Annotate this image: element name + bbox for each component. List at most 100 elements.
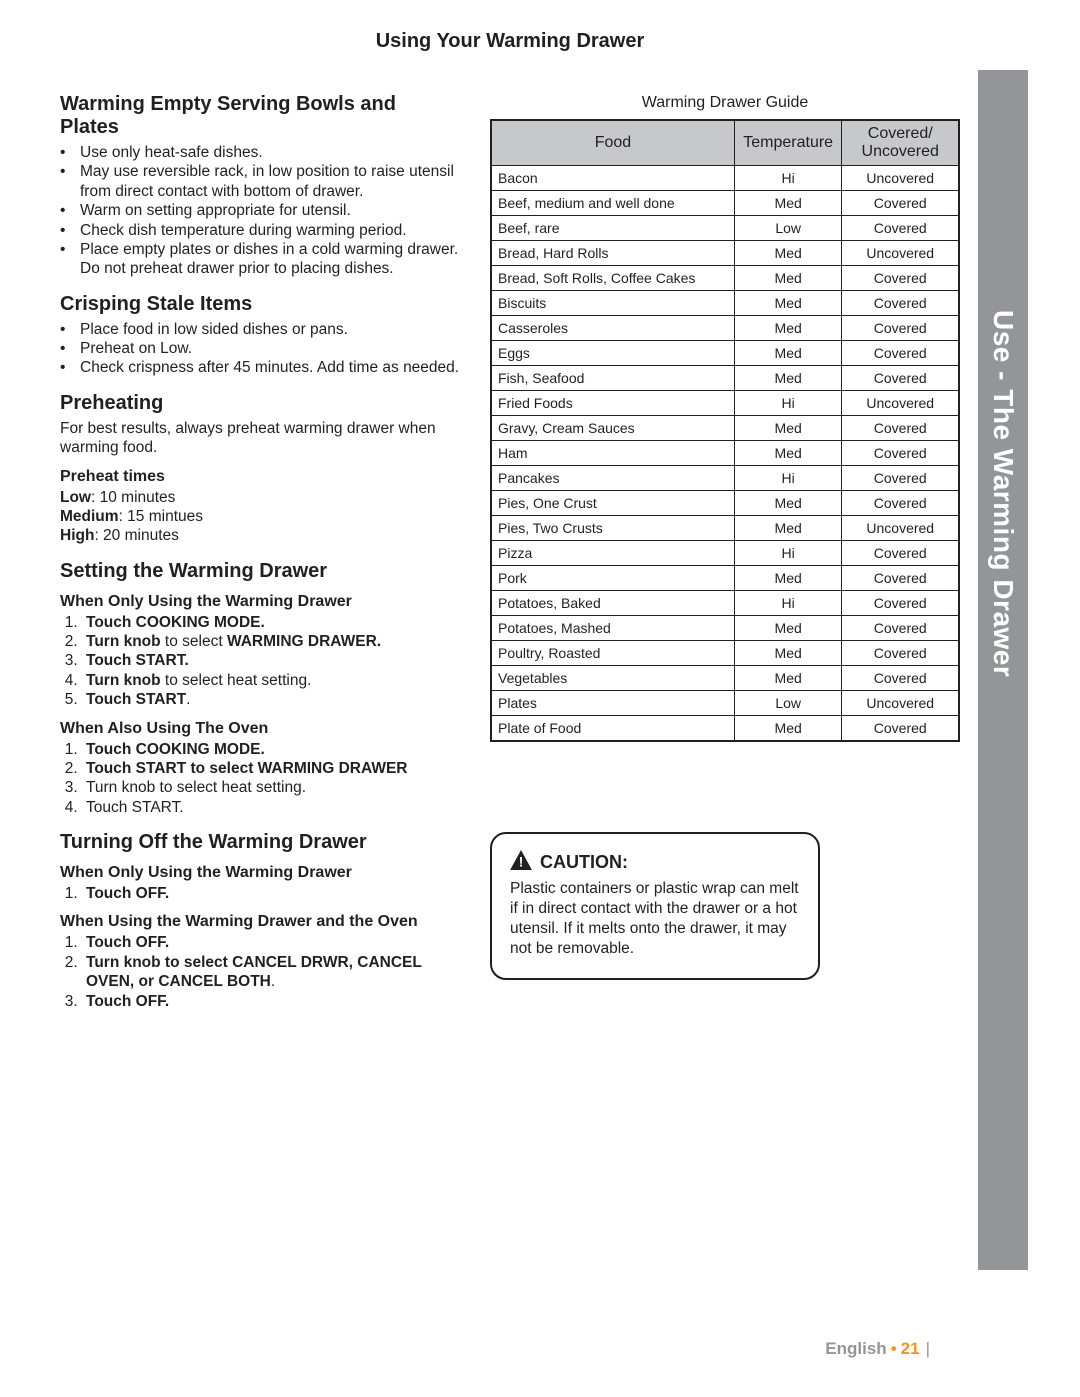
setting-sub1-steps: Touch COOKING MODE.Turn knob to select W… bbox=[60, 613, 460, 710]
bowls-list: Use only heat-safe dishes.May use revers… bbox=[60, 143, 460, 279]
list-item: Check crispness after 45 minutes. Add ti… bbox=[60, 358, 460, 377]
warming-guide-table: FoodTemperatureCovered/ Uncovered BaconH… bbox=[490, 119, 960, 742]
table-cell: Covered bbox=[842, 441, 959, 466]
guide-col-header: Covered/ Uncovered bbox=[842, 120, 959, 166]
table-cell: Pies, One Crust bbox=[491, 491, 734, 516]
table-cell: Uncovered bbox=[842, 391, 959, 416]
heading-turnoff: Turning Off the Warming Drawer bbox=[60, 831, 460, 854]
list-item: Preheat on Low. bbox=[60, 339, 460, 358]
table-row: BiscuitsMedCovered bbox=[491, 291, 959, 316]
table-row: Potatoes, MashedMedCovered bbox=[491, 616, 959, 641]
table-cell: Med bbox=[734, 666, 842, 691]
table-cell: Med bbox=[734, 516, 842, 541]
table-cell: Poultry, Roasted bbox=[491, 641, 734, 666]
table-cell: Eggs bbox=[491, 341, 734, 366]
heading-setting: Setting the Warming Drawer bbox=[60, 560, 460, 583]
turnoff-sub2-steps: Touch OFF.Turn knob to select CANCEL DRW… bbox=[60, 933, 460, 1011]
svg-text:!: ! bbox=[519, 854, 524, 869]
table-row: Pies, One CrustMedCovered bbox=[491, 491, 959, 516]
footer: English•21| bbox=[0, 1339, 1080, 1359]
list-item: Check dish temperature during warming pe… bbox=[60, 221, 460, 240]
footer-page: 21 bbox=[901, 1339, 920, 1358]
guide-title: Warming Drawer Guide bbox=[490, 93, 960, 113]
preheat-time-line: Low: 10 minutes bbox=[60, 488, 460, 507]
step-item: Touch OFF. bbox=[82, 933, 460, 952]
table-cell: Med bbox=[734, 191, 842, 216]
table-cell: Vegetables bbox=[491, 666, 734, 691]
table-cell: Potatoes, Baked bbox=[491, 591, 734, 616]
step-item: Touch OFF. bbox=[82, 884, 460, 903]
preheat-times-heading: Preheat times bbox=[60, 468, 460, 486]
table-row: Bread, Hard RollsMedUncovered bbox=[491, 241, 959, 266]
table-cell: Hi bbox=[734, 541, 842, 566]
table-cell: Covered bbox=[842, 491, 959, 516]
table-row: PorkMedCovered bbox=[491, 566, 959, 591]
table-cell: Beef, medium and well done bbox=[491, 191, 734, 216]
table-row: Gravy, Cream SaucesMedCovered bbox=[491, 416, 959, 441]
table-cell: Uncovered bbox=[842, 166, 959, 191]
heading-bowls: Warming Empty Serving Bowls and Plates bbox=[60, 93, 460, 139]
table-cell: Covered bbox=[842, 291, 959, 316]
step-item: Touch OFF. bbox=[82, 992, 460, 1011]
table-cell: Bacon bbox=[491, 166, 734, 191]
table-row: Beef, rareLowCovered bbox=[491, 216, 959, 241]
table-cell: Med bbox=[734, 341, 842, 366]
step-item: Turn knob to select heat setting. bbox=[82, 671, 460, 690]
table-cell: Hi bbox=[734, 591, 842, 616]
table-cell: Covered bbox=[842, 616, 959, 641]
table-cell: Covered bbox=[842, 566, 959, 591]
table-cell: Med bbox=[734, 491, 842, 516]
table-row: Poultry, RoastedMedCovered bbox=[491, 641, 959, 666]
table-cell: Covered bbox=[842, 641, 959, 666]
table-cell: Ham bbox=[491, 441, 734, 466]
table-row: Beef, medium and well doneMedCovered bbox=[491, 191, 959, 216]
setting-sub1-heading: When Only Using the Warming Drawer bbox=[60, 593, 460, 611]
caution-body: Plastic containers or plastic wrap can m… bbox=[510, 879, 800, 960]
list-item: Use only heat-safe dishes. bbox=[60, 143, 460, 162]
table-cell: Covered bbox=[842, 416, 959, 441]
table-cell: Med bbox=[734, 366, 842, 391]
table-cell: Plate of Food bbox=[491, 716, 734, 742]
list-item: Place food in low sided dishes or pans. bbox=[60, 320, 460, 339]
table-cell: Med bbox=[734, 316, 842, 341]
crisping-list: Place food in low sided dishes or pans.P… bbox=[60, 320, 460, 378]
table-cell: Bread, Hard Rolls bbox=[491, 241, 734, 266]
caution-box: ! CAUTION: Plastic containers or plastic… bbox=[490, 832, 820, 980]
table-cell: Med bbox=[734, 291, 842, 316]
footer-language: English bbox=[825, 1339, 886, 1358]
table-cell: Med bbox=[734, 441, 842, 466]
table-cell: Covered bbox=[842, 266, 959, 291]
page-title: Using Your Warming Drawer bbox=[60, 30, 960, 53]
table-cell: Covered bbox=[842, 316, 959, 341]
table-cell: Pork bbox=[491, 566, 734, 591]
table-cell: Gravy, Cream Sauces bbox=[491, 416, 734, 441]
step-item: Touch START. bbox=[82, 690, 460, 709]
list-item: Place empty plates or dishes in a cold w… bbox=[60, 240, 460, 279]
table-cell: Plates bbox=[491, 691, 734, 716]
table-row: Plate of FoodMedCovered bbox=[491, 716, 959, 742]
table-cell: Med bbox=[734, 616, 842, 641]
preheat-time-line: High: 20 minutes bbox=[60, 526, 460, 545]
preheat-times: Low: 10 minutesMedium: 15 mintuesHigh: 2… bbox=[60, 488, 460, 546]
table-cell: Fried Foods bbox=[491, 391, 734, 416]
turnoff-sub1-heading: When Only Using the Warming Drawer bbox=[60, 864, 460, 882]
table-row: PlatesLowUncovered bbox=[491, 691, 959, 716]
table-row: EggsMedCovered bbox=[491, 341, 959, 366]
heading-preheating: Preheating bbox=[60, 392, 460, 415]
step-item: Touch START to select WARMING DRAWER bbox=[82, 759, 460, 778]
step-item: Turn knob to select CANCEL DRWR, CANCEL … bbox=[82, 953, 460, 992]
table-cell: Covered bbox=[842, 191, 959, 216]
table-cell: Pizza bbox=[491, 541, 734, 566]
table-cell: Covered bbox=[842, 716, 959, 742]
table-row: BaconHiUncovered bbox=[491, 166, 959, 191]
right-column: Warming Drawer Guide FoodTemperatureCove… bbox=[490, 93, 960, 1011]
footer-bullet: • bbox=[887, 1339, 901, 1358]
table-cell: Covered bbox=[842, 366, 959, 391]
table-row: Pies, Two CrustsMedUncovered bbox=[491, 516, 959, 541]
left-column: Warming Empty Serving Bowls and Plates U… bbox=[60, 93, 460, 1011]
table-cell: Uncovered bbox=[842, 516, 959, 541]
table-cell: Covered bbox=[842, 216, 959, 241]
table-cell: Med bbox=[734, 716, 842, 742]
table-cell: Med bbox=[734, 566, 842, 591]
table-cell: Biscuits bbox=[491, 291, 734, 316]
